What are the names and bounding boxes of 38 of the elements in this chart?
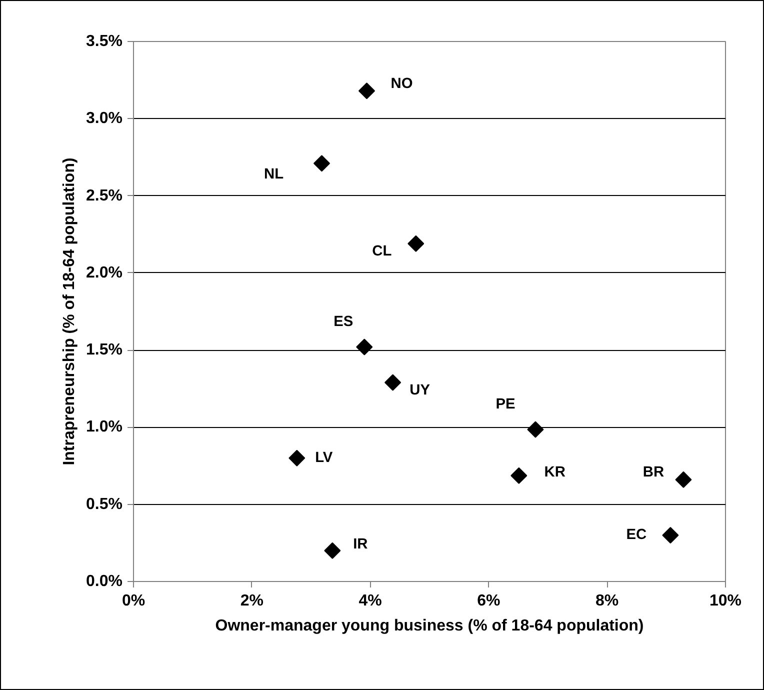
- point: [675, 471, 692, 488]
- x-tick-label: 10%: [709, 592, 742, 610]
- annotation: NL: [264, 166, 284, 182]
- point: [408, 235, 424, 252]
- y-tick-label: 3.0%: [86, 110, 122, 128]
- y-tick-label: 3.5%: [86, 33, 122, 50]
- annotation: NO: [390, 76, 413, 92]
- x-tick-label: 0%: [122, 592, 146, 610]
- point: [384, 374, 402, 391]
- annotation: ES: [334, 314, 354, 330]
- y-axis-title: Intrapreneurship (% of 18-64 population): [61, 158, 78, 466]
- x-tick-label: 4%: [358, 592, 382, 610]
- y-tick-label: 2.0%: [86, 264, 122, 282]
- point: [662, 526, 679, 544]
- annotation: PE: [496, 396, 516, 413]
- x-tick-label: 6%: [477, 592, 500, 610]
- y-tick-label: 0.5%: [86, 496, 122, 513]
- y-tick-label: 0.0%: [86, 573, 122, 590]
- point: [527, 421, 544, 438]
- annotation: LV: [315, 450, 333, 466]
- x-tick-label: 8%: [596, 592, 619, 610]
- point: [313, 155, 330, 172]
- annotation: BR: [642, 464, 664, 481]
- point: [358, 82, 376, 100]
- annotation: CL: [372, 244, 392, 260]
- annotation: UY: [410, 382, 430, 398]
- point: [288, 450, 306, 466]
- y-tick-label: 1.0%: [86, 418, 122, 436]
- point: [356, 338, 373, 356]
- point: [510, 467, 528, 484]
- annotation: KR: [544, 464, 566, 481]
- annotation: IR: [353, 536, 368, 553]
- x-tick-label: 2%: [240, 592, 264, 610]
- x-axis-title: Owner-manager young business (% of 18-64 population): [215, 618, 644, 634]
- y-tick-label: 1.5%: [86, 342, 122, 359]
- y-tick-label: 2.5%: [86, 187, 122, 204]
- annotation: EC: [626, 527, 648, 544]
- point: [324, 542, 341, 559]
